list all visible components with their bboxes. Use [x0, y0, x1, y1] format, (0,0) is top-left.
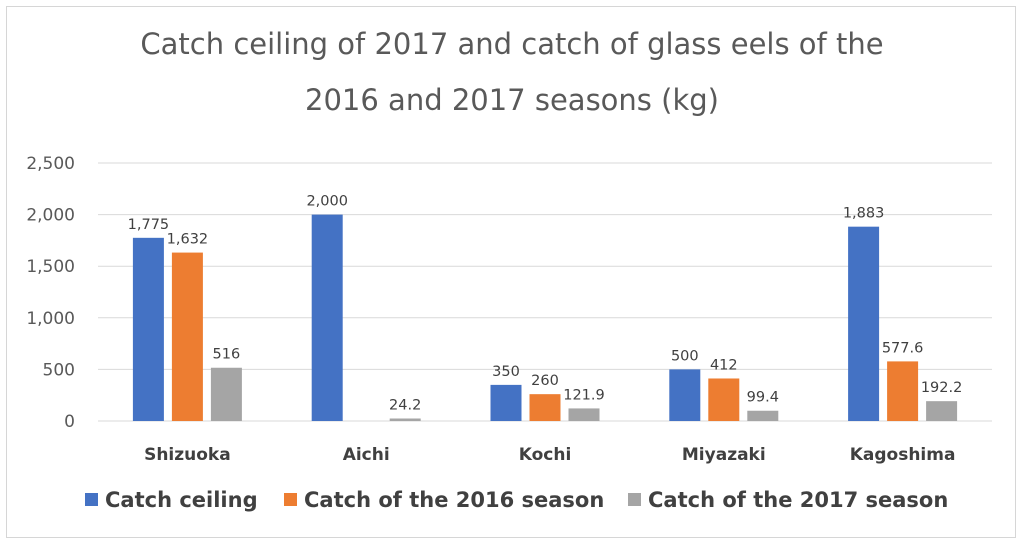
- chart-title-line-2: 2016 and 2017 seasons (kg): [305, 83, 719, 117]
- data-label: 577.6: [882, 340, 924, 356]
- data-label: 1,632: [167, 232, 209, 248]
- bar: [848, 226, 880, 421]
- bar: [210, 367, 242, 421]
- y-axis: 0 500 1,000 1,500 2,000 2,500: [26, 154, 75, 432]
- y-tick-label: 0: [64, 412, 75, 432]
- legend-swatch: [284, 493, 297, 506]
- data-label: 192.2: [921, 380, 963, 396]
- data-label: 260: [531, 373, 559, 389]
- y-tick-label: 2,500: [26, 154, 75, 174]
- x-tick-label: Aichi: [343, 445, 390, 465]
- bar: [887, 361, 919, 421]
- y-tick-label: 1,000: [26, 309, 75, 329]
- bar: [926, 401, 958, 421]
- bar: [568, 408, 600, 421]
- data-label: 1,775: [128, 217, 170, 233]
- bar: [171, 252, 203, 421]
- gridlines: [98, 162, 992, 422]
- data-label: 412: [710, 357, 738, 373]
- legend-label: Catch of the 2016 season: [304, 488, 604, 512]
- data-label: 516: [213, 347, 241, 363]
- bar: [490, 384, 522, 421]
- legend-label: Catch of the 2017 season: [648, 488, 948, 512]
- x-tick-label: Miyazaki: [682, 445, 766, 465]
- chart-title-line-1: Catch ceiling of 2017 and catch of glass…: [140, 27, 883, 61]
- data-label: 1,883: [843, 206, 885, 222]
- data-label: 350: [492, 364, 520, 380]
- legend-swatch: [85, 493, 98, 506]
- bar: [669, 369, 701, 421]
- y-tick-label: 1,500: [26, 257, 75, 277]
- legend-swatch: [628, 493, 641, 506]
- bar: [132, 237, 164, 421]
- x-axis: Shizuoka Aichi Kochi Miyazaki Kagoshima: [144, 445, 955, 465]
- data-label: 99.4: [747, 390, 779, 406]
- data-label: 121.9: [563, 387, 605, 403]
- bar: [747, 410, 779, 421]
- y-tick-label: 2,000: [26, 206, 75, 226]
- bar: [708, 378, 740, 421]
- x-tick-label: Kochi: [519, 445, 572, 465]
- bar: [389, 418, 421, 421]
- bars: [132, 214, 958, 421]
- bar: [529, 394, 561, 421]
- data-label: 2,000: [306, 194, 348, 210]
- legend: Catch ceiling Catch of the 2016 season Cat…: [85, 488, 948, 512]
- chart-title: Catch ceiling of 2017 and catch of glass…: [140, 27, 883, 117]
- x-tick-label: Shizuoka: [144, 445, 231, 465]
- legend-label: Catch ceiling: [105, 488, 258, 512]
- data-label: 24.2: [389, 398, 421, 414]
- data-label: 500: [671, 348, 699, 364]
- x-tick-label: Kagoshima: [850, 445, 956, 465]
- y-tick-label: 500: [43, 360, 75, 380]
- bar: [311, 214, 343, 421]
